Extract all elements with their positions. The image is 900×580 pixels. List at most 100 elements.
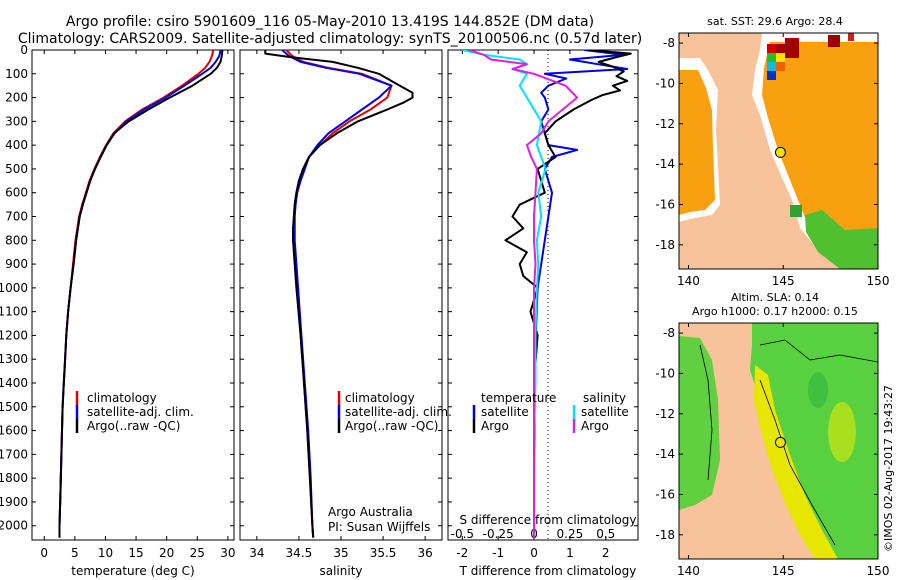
map-lat-label: -10: [655, 366, 675, 380]
temperature-tick-label: 5: [71, 546, 79, 560]
map-lat-label: -18: [655, 528, 675, 542]
temperature-panel: 0100200300400500600700800900100011001200…: [0, 43, 236, 578]
salinity-lines: [264, 50, 414, 538]
s-difference-tick-label: 0.5: [596, 527, 615, 541]
salinity-legend: climatology satellite-adj. clim. Argo(..…: [337, 391, 452, 433]
difference-axes-frame: [447, 49, 639, 541]
t-difference-tick-label: -1: [492, 546, 504, 560]
depth-tick-label: 1300: [0, 352, 28, 366]
salinity-line-2: [264, 50, 414, 538]
map-lat-label: -8: [663, 326, 675, 340]
depth-tick-label: 2000: [0, 519, 28, 533]
difference-y-ticks: [448, 49, 638, 527]
map-lat-label: -16: [655, 487, 675, 501]
map-lon-label: 140: [677, 564, 700, 578]
salinity-tick-label: 34: [249, 546, 264, 560]
depth-tick-label: 300: [5, 114, 28, 128]
map-lon-label: 145: [772, 274, 795, 288]
coral-sla-field: [750, 323, 878, 559]
legend-satellite: satellite-adj. clim.: [87, 405, 194, 419]
sst-map-title: sat. SST: 29.6 Argo: 28.4: [707, 15, 843, 28]
depth-tick-label: 800: [5, 233, 28, 247]
credit-line-1: Argo Australia: [328, 505, 413, 519]
temperature-legend: climatology satellite-adj. clim. Argo(..…: [75, 391, 194, 433]
difference-line-3: [469, 50, 579, 538]
temperature-x-axis: 0 5 10 15 20 25 30: [40, 50, 236, 560]
difference-legend: temperature satellite Argo salinity sate…: [472, 391, 629, 433]
t-difference-xlabel: T difference from climatology: [459, 564, 637, 578]
t-difference-tick-label: 0: [530, 546, 538, 560]
title-line-2: Climatology: CARS2009. Satellite-adjuste…: [18, 31, 642, 47]
legend-s-argo: Argo: [581, 419, 609, 433]
depth-tick-label: 400: [5, 138, 28, 152]
coral-green-patch: [805, 210, 878, 269]
salinity-x-axis: 34 34.5 35 35.5 36: [249, 50, 433, 560]
map-lon-label: 150: [867, 564, 890, 578]
map-lat-label: -10: [655, 76, 675, 90]
salinity-tick-label: 34.5: [286, 546, 313, 560]
map-lat-label: -14: [655, 447, 675, 461]
s-difference-tick-label: -0.25: [483, 527, 514, 541]
map-lat-label: -16: [655, 197, 675, 211]
temperature-line-0: [58, 50, 215, 538]
map-lat-label: -8: [663, 36, 675, 50]
temperature-tick-label: 15: [128, 546, 143, 560]
depth-axis: 0 100 200 300 400 500 600 700 800 900 1000 1100 1200…: [0, 43, 234, 533]
legend-climatology: climatology: [345, 391, 415, 405]
difference-lines: [462, 50, 632, 538]
temperature-xlabel: temperature (deg C): [71, 564, 194, 578]
depth-tick-label: 1500: [0, 400, 28, 414]
depth-tick-label: 1700: [0, 447, 28, 461]
t-difference-tick-label: 1: [566, 546, 574, 560]
depth-tick-label: 700: [5, 210, 28, 224]
map-lon-label: 140: [677, 274, 700, 288]
legend-argo: Argo(..raw -QC): [87, 419, 180, 433]
temperature-tick-label: 0: [40, 546, 48, 560]
depth-tick-label: 200: [5, 91, 28, 105]
temperature-tick-label: 10: [98, 546, 113, 560]
depth-tick-label: 0: [20, 43, 28, 57]
sla-map-frame: [678, 322, 879, 560]
legend-salinity-title: salinity: [583, 391, 626, 405]
map-lat-label: -14: [655, 157, 675, 171]
depth-tick-label: 1900: [0, 495, 28, 509]
title-line-1: Argo profile: csiro 5901609_116 05-May-2…: [66, 14, 594, 30]
depth-tick-label: 1000: [0, 281, 28, 295]
temperature-tick-label: 25: [190, 546, 205, 560]
map-lon-label: 145: [772, 564, 795, 578]
map-lat-label: -12: [655, 117, 675, 131]
depth-tick-label: 1200: [0, 328, 28, 342]
salinity-tick-label: 35: [333, 546, 348, 560]
s-difference-tick-label: 0.25: [557, 527, 584, 541]
salinity-tick-label: 35.5: [370, 546, 397, 560]
s-difference-xlabel: S difference from climatology: [460, 513, 637, 527]
depth-tick-label: 600: [5, 186, 28, 200]
credit-line-2: PI: Susan Wijffels: [328, 520, 430, 534]
salinity-xlabel: salinity: [319, 564, 362, 578]
difference-line-1: [504, 50, 632, 538]
imos-stamp: ©IMOS 02-Aug-2017 19:43:27: [882, 385, 895, 552]
argo-location-marker: [774, 436, 786, 448]
map-lat-label: -18: [655, 238, 675, 252]
sla-map-title-2: Argo h1000: 0.17 h2000: 0.15: [692, 305, 858, 318]
legend-t-satellite: satellite: [481, 405, 529, 419]
depth-tick-label: 1800: [0, 471, 28, 485]
salinity-line-1: [281, 50, 393, 538]
depth-tick-label: 1100: [0, 305, 28, 319]
temperature-lines: [58, 50, 224, 538]
temperature-axes-frame: [31, 49, 235, 541]
temperature-line-1: [58, 50, 222, 538]
coral-sst-field: [762, 42, 878, 260]
coral-sla-yellow: [754, 365, 838, 559]
salinity-tick-label: 36: [418, 546, 433, 560]
depth-tick-label: 900: [5, 257, 28, 271]
temperature-tick-label: 30: [220, 546, 235, 560]
salinity-line-0: [285, 50, 393, 538]
temperature-tick-label: 20: [159, 546, 174, 560]
legend-argo: Argo(..raw -QC): [345, 419, 438, 433]
sla-map-axes: 140 145 150 -8 -10 -12 -14 -16 -18: [655, 323, 889, 578]
t-difference-tick-label: 2: [602, 546, 610, 560]
map-lat-label: -12: [655, 407, 675, 421]
sst-map-axes: 140 145 150 -8 -10 -12 -14 -16 -18: [655, 33, 889, 288]
